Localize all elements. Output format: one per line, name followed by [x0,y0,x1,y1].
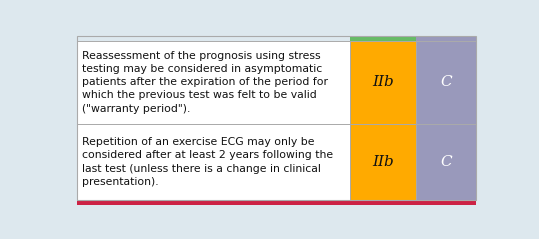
Bar [350,41,416,124]
Bar [77,201,476,205]
Bar [416,41,476,124]
Bar [350,36,416,41]
Bar [416,124,476,200]
Text: Reassessment of the prognosis using stress
testing may be considered in asymptom: Reassessment of the prognosis using stre… [82,51,328,114]
Text: Repetition of an exercise ECG may only be
considered after at least 2 years foll: Repetition of an exercise ECG may only b… [82,137,333,187]
Text: IIb: IIb [372,155,394,169]
Bar [350,124,416,200]
Bar [77,124,350,200]
Text: C: C [440,155,452,169]
Text: IIb: IIb [372,75,394,89]
Bar [77,41,350,124]
Bar [416,36,476,41]
Text: C: C [440,75,452,89]
Bar [77,36,476,200]
